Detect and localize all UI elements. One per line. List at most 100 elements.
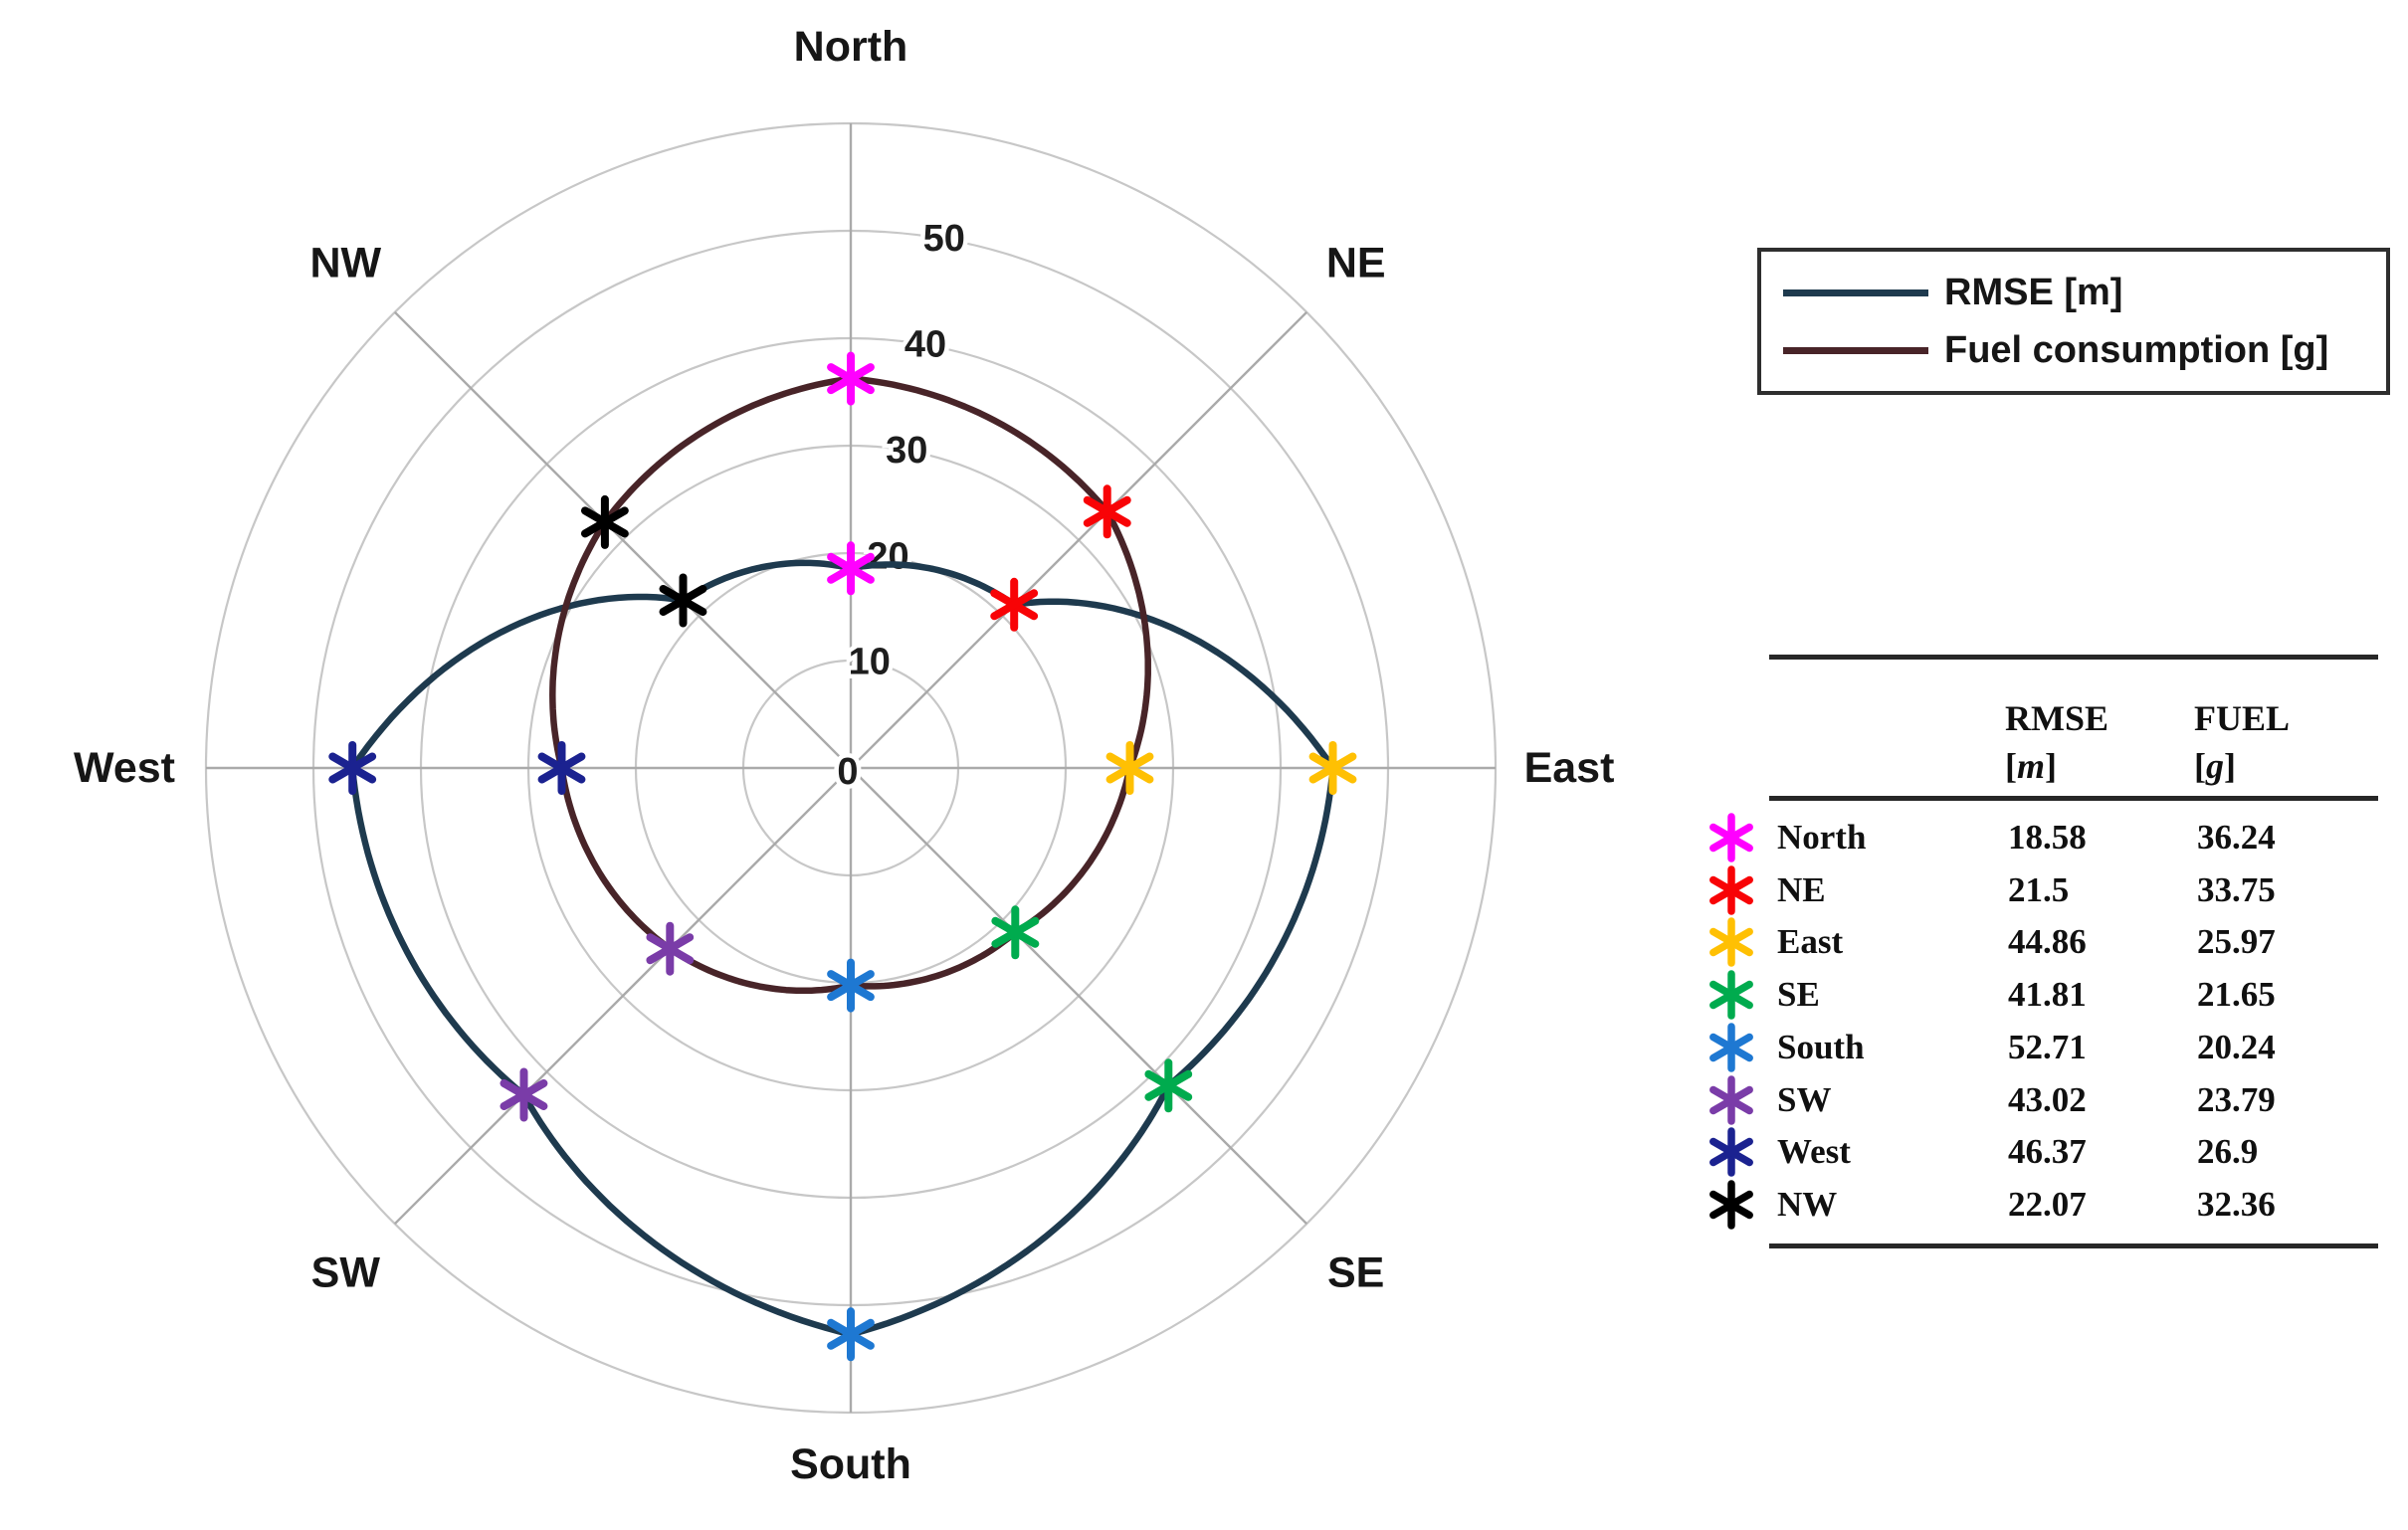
table-row-east: East 44.86 25.97	[1692, 916, 2388, 968]
direction-label-sw: SW	[311, 1249, 381, 1297]
legend-line-fuel	[1783, 346, 1928, 354]
row-marker-icon-east	[1709, 917, 1753, 967]
row-marker-cell	[1706, 969, 1757, 1021]
row-marker-cell	[1706, 812, 1757, 863]
row-marker-asterisk	[1709, 1075, 1753, 1125]
row-direction: NW	[1777, 1185, 1838, 1224]
row-marker-icon-north	[1709, 813, 1753, 862]
direction-label-north: North	[794, 23, 908, 71]
rule-bottom	[1769, 1243, 2378, 1248]
curve-rmse	[348, 559, 1336, 1338]
marker-se-fuel	[991, 905, 1040, 960]
row-rmse-value: 46.37	[2008, 1132, 2087, 1171]
radial-tick-30: 30	[886, 430, 927, 472]
table-row-sw: SW 43.02 23.79	[1692, 1074, 2388, 1126]
grid-spoke-135	[393, 310, 1308, 1226]
legend-line-rmse	[1783, 288, 1928, 296]
row-fuel-value: 25.97	[2197, 922, 2276, 961]
marker-south-rmse	[827, 1307, 875, 1362]
row-direction: South	[1777, 1028, 1865, 1066]
marker-east-rmse	[1308, 741, 1357, 795]
marker-sw-fuel	[646, 921, 695, 976]
unit-letter: m	[2017, 746, 2046, 786]
row-marker-cell	[1706, 1179, 1757, 1231]
radial-tick-0: 0	[837, 751, 858, 793]
row-rmse-value: 43.02	[2008, 1080, 2087, 1119]
direction-label-east: East	[1524, 744, 1615, 792]
chart-legend: RMSE [m] Fuel consumption [g]	[1757, 248, 2390, 395]
table-row-ne: NE 21.5 33.75	[1692, 864, 2388, 916]
direction-label-se: SE	[1327, 1249, 1384, 1297]
row-marker-asterisk	[1709, 1180, 1753, 1230]
row-marker-asterisk	[1709, 1023, 1753, 1072]
row-fuel-value: 32.36	[2197, 1185, 2276, 1224]
row-rmse-value: 21.5	[2008, 870, 2070, 909]
row-marker-asterisk	[1709, 865, 1753, 915]
marker-ne-fuel	[1083, 484, 1131, 539]
table-row-west: West 46.37 26.9	[1692, 1126, 2388, 1178]
col-header-unit: [m]	[2005, 742, 2108, 790]
rule-header	[1769, 796, 2378, 801]
marker-east-fuel	[1105, 741, 1154, 795]
col-header-unit: [g]	[2194, 742, 2290, 790]
table-row-se: SE 41.81 21.65	[1692, 969, 2388, 1021]
row-fuel-value: 21.65	[2197, 975, 2276, 1014]
table-row-south: South 52.71 20.24	[1692, 1022, 2388, 1073]
row-marker-asterisk	[1709, 1127, 1753, 1177]
row-direction: West	[1777, 1132, 1851, 1171]
row-rmse-value: 22.07	[2008, 1185, 2087, 1224]
direction-label-west: West	[74, 744, 175, 792]
col-header-fuel: FUEL [g]	[2194, 694, 2290, 790]
row-direction: SW	[1777, 1080, 1832, 1119]
col-header-title: RMSE	[2005, 698, 2109, 738]
row-rmse-value: 52.71	[2008, 1028, 2087, 1066]
radial-tick-40: 40	[904, 324, 946, 366]
row-fuel-value: 33.75	[2197, 870, 2276, 909]
legend-label-rmse: RMSE [m]	[1944, 271, 2123, 313]
row-rmse-value: 44.86	[2008, 922, 2087, 961]
marker-nw-fuel	[581, 494, 629, 549]
radial-tick-50: 50	[923, 218, 965, 260]
row-marker-icon-sw	[1709, 1075, 1753, 1125]
row-marker-icon-south	[1709, 1023, 1753, 1072]
row-rmse-value: 41.81	[2008, 975, 2087, 1014]
row-marker-asterisk	[1709, 917, 1753, 967]
marker-north-fuel	[827, 351, 875, 406]
marker-south-fuel	[827, 958, 875, 1013]
rule-top	[1769, 655, 2378, 660]
marker-west-rmse	[328, 741, 377, 795]
row-marker-asterisk	[1709, 970, 1753, 1020]
radial-grid	[204, 121, 1498, 1415]
row-marker-icon-nw	[1709, 1180, 1753, 1230]
marker-west-fuel	[537, 741, 586, 795]
marker-se-rmse	[1144, 1058, 1193, 1113]
row-fuel-value: 26.9	[2197, 1132, 2259, 1171]
row-marker-icon-se	[1709, 970, 1753, 1020]
row-marker-icon-ne	[1709, 865, 1753, 915]
direction-label-ne: NE	[1326, 239, 1386, 287]
direction-label-south: South	[790, 1440, 911, 1488]
row-marker-asterisk	[1709, 813, 1753, 862]
col-header-rmse: RMSE [m]	[2005, 694, 2108, 790]
marker-north-rmse	[827, 541, 875, 596]
marker-ne-rmse	[990, 577, 1039, 632]
unit-bracket-open: [	[2194, 746, 2206, 786]
row-marker-cell	[1706, 1022, 1757, 1073]
unit-bracket-close: ]	[2045, 746, 2058, 786]
unit-letter: g	[2206, 746, 2224, 786]
radial-tick-10: 10	[849, 642, 891, 683]
direction-label-nw: NW	[309, 239, 381, 287]
marker-sw-rmse	[500, 1067, 548, 1122]
row-fuel-value: 23.79	[2197, 1080, 2276, 1119]
row-rmse-value: 18.58	[2008, 818, 2087, 857]
legend-entry-fuel: Fuel consumption [g]	[1783, 321, 2386, 379]
row-marker-cell	[1706, 1126, 1757, 1178]
row-marker-cell	[1706, 864, 1757, 916]
row-direction: North	[1777, 818, 1867, 857]
col-header-title: FUEL	[2194, 698, 2291, 738]
row-direction: NE	[1777, 870, 1826, 909]
legend-entry-rmse: RMSE [m]	[1783, 264, 2386, 321]
